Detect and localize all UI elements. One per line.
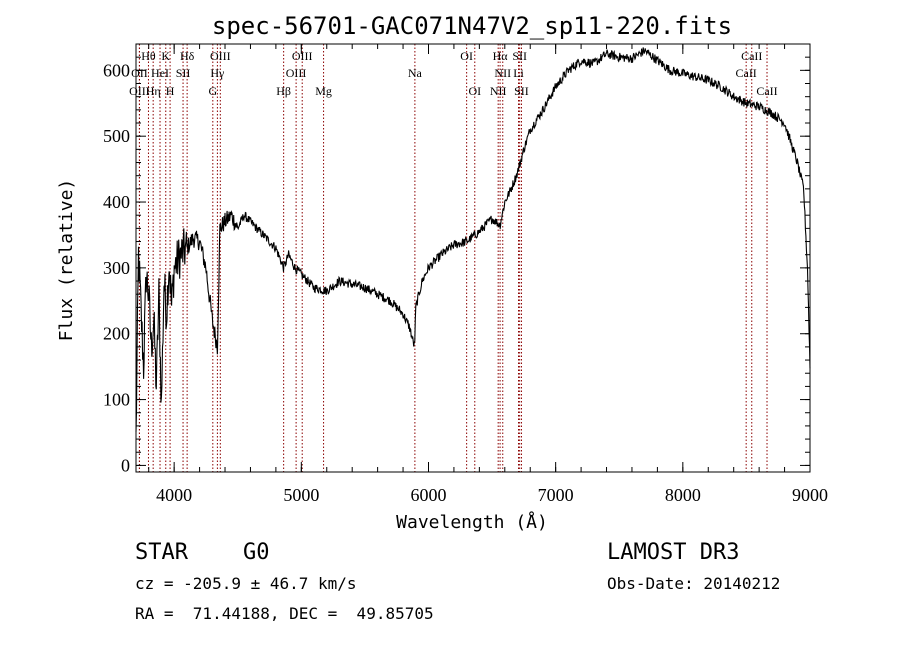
x-tick-label: 5000 [283, 485, 319, 505]
line-marker-labels: Hθ OII OIII K Hδ HeI SII Hη H OIII Hγ G OIII OIII Hβ Mg… [129, 49, 778, 98]
line-markers [138, 44, 768, 472]
object-subclass: G0 [243, 540, 270, 565]
line-marker-label: CaII [735, 66, 756, 80]
y-tick-label: 200 [103, 324, 130, 344]
survey-name: LAMOST DR3 [607, 540, 740, 565]
axis-tick-labels: 4000 5000 6000 7000 8000 9000 0 100 200 300 400 500… [103, 60, 828, 505]
line-marker-label: CaII [741, 49, 762, 63]
line-marker-label: Hγ [210, 66, 225, 80]
line-marker-label: H [166, 84, 175, 98]
line-marker-label: NII [490, 84, 507, 98]
line-marker-label: SII [176, 66, 191, 80]
redshift-info: cz = -205.9 ± 46.7 km/s [135, 574, 357, 593]
y-tick-label: 0 [121, 455, 130, 475]
line-marker-label: OIII [210, 49, 231, 63]
x-tick-label: 8000 [665, 485, 701, 505]
line-marker-label: Mg [315, 84, 332, 98]
line-marker-label: NII [494, 66, 511, 80]
line-marker-label: K [161, 49, 170, 63]
line-marker-label: G [208, 84, 217, 98]
line-marker-label: OI [468, 84, 481, 98]
line-marker-label: CaII [756, 84, 777, 98]
y-tick-label: 100 [103, 390, 130, 410]
x-tick-label: 4000 [156, 485, 192, 505]
line-marker-label: OII [131, 66, 148, 80]
y-tick-label: 600 [103, 60, 130, 80]
coordinates: RA = 71.44188, DEC = 49.85705 [135, 604, 434, 623]
x-tick-label: 6000 [410, 485, 446, 505]
chart-title: spec-56701-GAC071N47V2_sp11-220.fits [212, 12, 732, 40]
line-marker-label: Li [513, 66, 524, 80]
line-marker-label: Hθ [141, 49, 156, 63]
x-tick-label: 7000 [538, 485, 574, 505]
y-tick-label: 300 [103, 258, 130, 278]
line-marker-label: OIII [286, 66, 307, 80]
line-marker-label: HeI [151, 66, 169, 80]
x-tick-label: 9000 [792, 485, 828, 505]
object-class: STAR [135, 540, 188, 565]
axis-ticks [136, 43, 811, 472]
line-marker-label: SII [512, 49, 527, 63]
line-marker-label: OI [460, 49, 473, 63]
spectrum-series [135, 47, 811, 432]
line-marker-label: OIII [129, 84, 150, 98]
line-marker-label: Hη [146, 84, 161, 98]
x-axis-label: Wavelength (Å) [396, 511, 548, 533]
line-marker-label: OIII [292, 49, 313, 63]
line-marker-label: Hα [493, 49, 509, 63]
y-tick-label: 400 [103, 192, 130, 212]
line-marker-label: Na [408, 66, 423, 80]
observation-date: Obs-Date: 20140212 [607, 574, 781, 593]
y-tick-label: 500 [103, 126, 130, 146]
line-marker-label: Hβ [276, 84, 291, 98]
line-marker-label: Hδ [180, 49, 195, 63]
spectrum-line [135, 47, 811, 432]
line-marker-label: SII [514, 84, 529, 98]
plot-frame [135, 43, 811, 473]
y-axis-label: Flux (relative) [56, 179, 77, 342]
